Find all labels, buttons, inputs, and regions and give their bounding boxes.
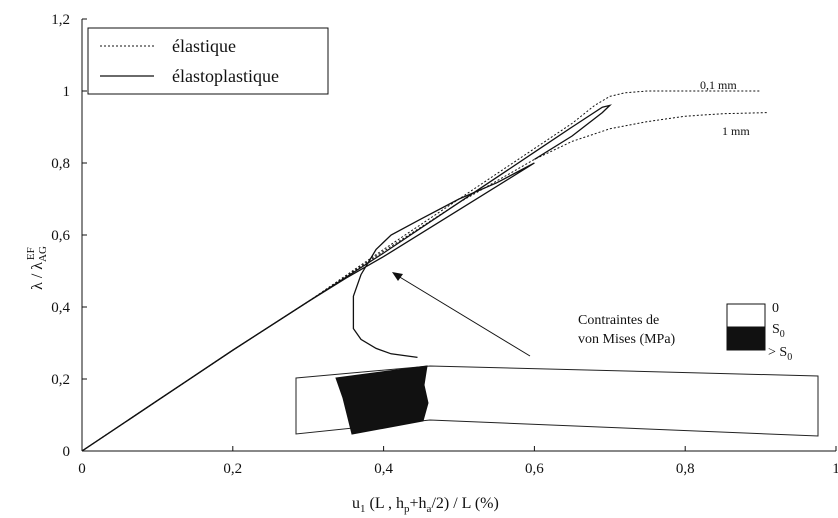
series-line-elastoplastique-3 (81, 162, 535, 452)
scale-white-box (726, 303, 766, 328)
scale-label-s0: S0 (772, 322, 785, 340)
x-tick-label: 0,4 (374, 461, 393, 477)
y-tick-label: 0,4 (51, 300, 70, 316)
annotation-1mm: 1 mm (722, 124, 750, 138)
x-tick-label: 0 (78, 461, 86, 477)
y-tick-label: 1 (63, 84, 71, 100)
y-tick-label: 0,6 (51, 228, 70, 244)
x-tick-label: 0,2 (223, 461, 242, 477)
y-tick-label: 1,2 (51, 12, 70, 28)
y-tick-label: 0 (63, 444, 71, 460)
series-group (81, 90, 769, 452)
ticks: 0 0,2 0,4 0,6 0,8 1 0 0,2 0,4 0,6 0,8 1 1,2 (51, 12, 838, 477)
annotation-01mm: 0,1 mm (700, 78, 737, 92)
scale-label-above-s0: > S0 (768, 345, 792, 363)
plastic-zone (335, 365, 429, 435)
legend-label-elastique: élastique (172, 36, 236, 56)
scale-label-zero: 0 (772, 301, 779, 316)
scale-black-box (726, 326, 766, 351)
stress-title-line1: Contraintes de (578, 313, 659, 328)
x-tick-label: 1 (832, 461, 838, 477)
y-tick-label: 0,2 (51, 372, 70, 388)
x-tick-label: 0,6 (525, 461, 544, 477)
legend-label-elastoplastique: élastoplastique (172, 66, 279, 86)
stress-legend: Contraintes de von Mises (MPa) 0 S0 > S0 (578, 301, 792, 363)
x-axis-title: u1 (L , hp+ha/2) / L (%) (352, 495, 499, 515)
pointer-arrow (392, 272, 531, 357)
stress-title-line2: von Mises (MPa) (578, 332, 676, 347)
x-tick-label: 0,8 (676, 461, 695, 477)
y-tick-label: 0,8 (51, 156, 70, 172)
legend-box (87, 27, 329, 95)
series-line-elastique-0 (81, 90, 761, 452)
beam-outline (295, 365, 819, 437)
beam-inset (295, 365, 819, 437)
legend: élastique élastoplastique (87, 27, 329, 95)
y-axis-title: λ / λAGEF (25, 246, 49, 290)
